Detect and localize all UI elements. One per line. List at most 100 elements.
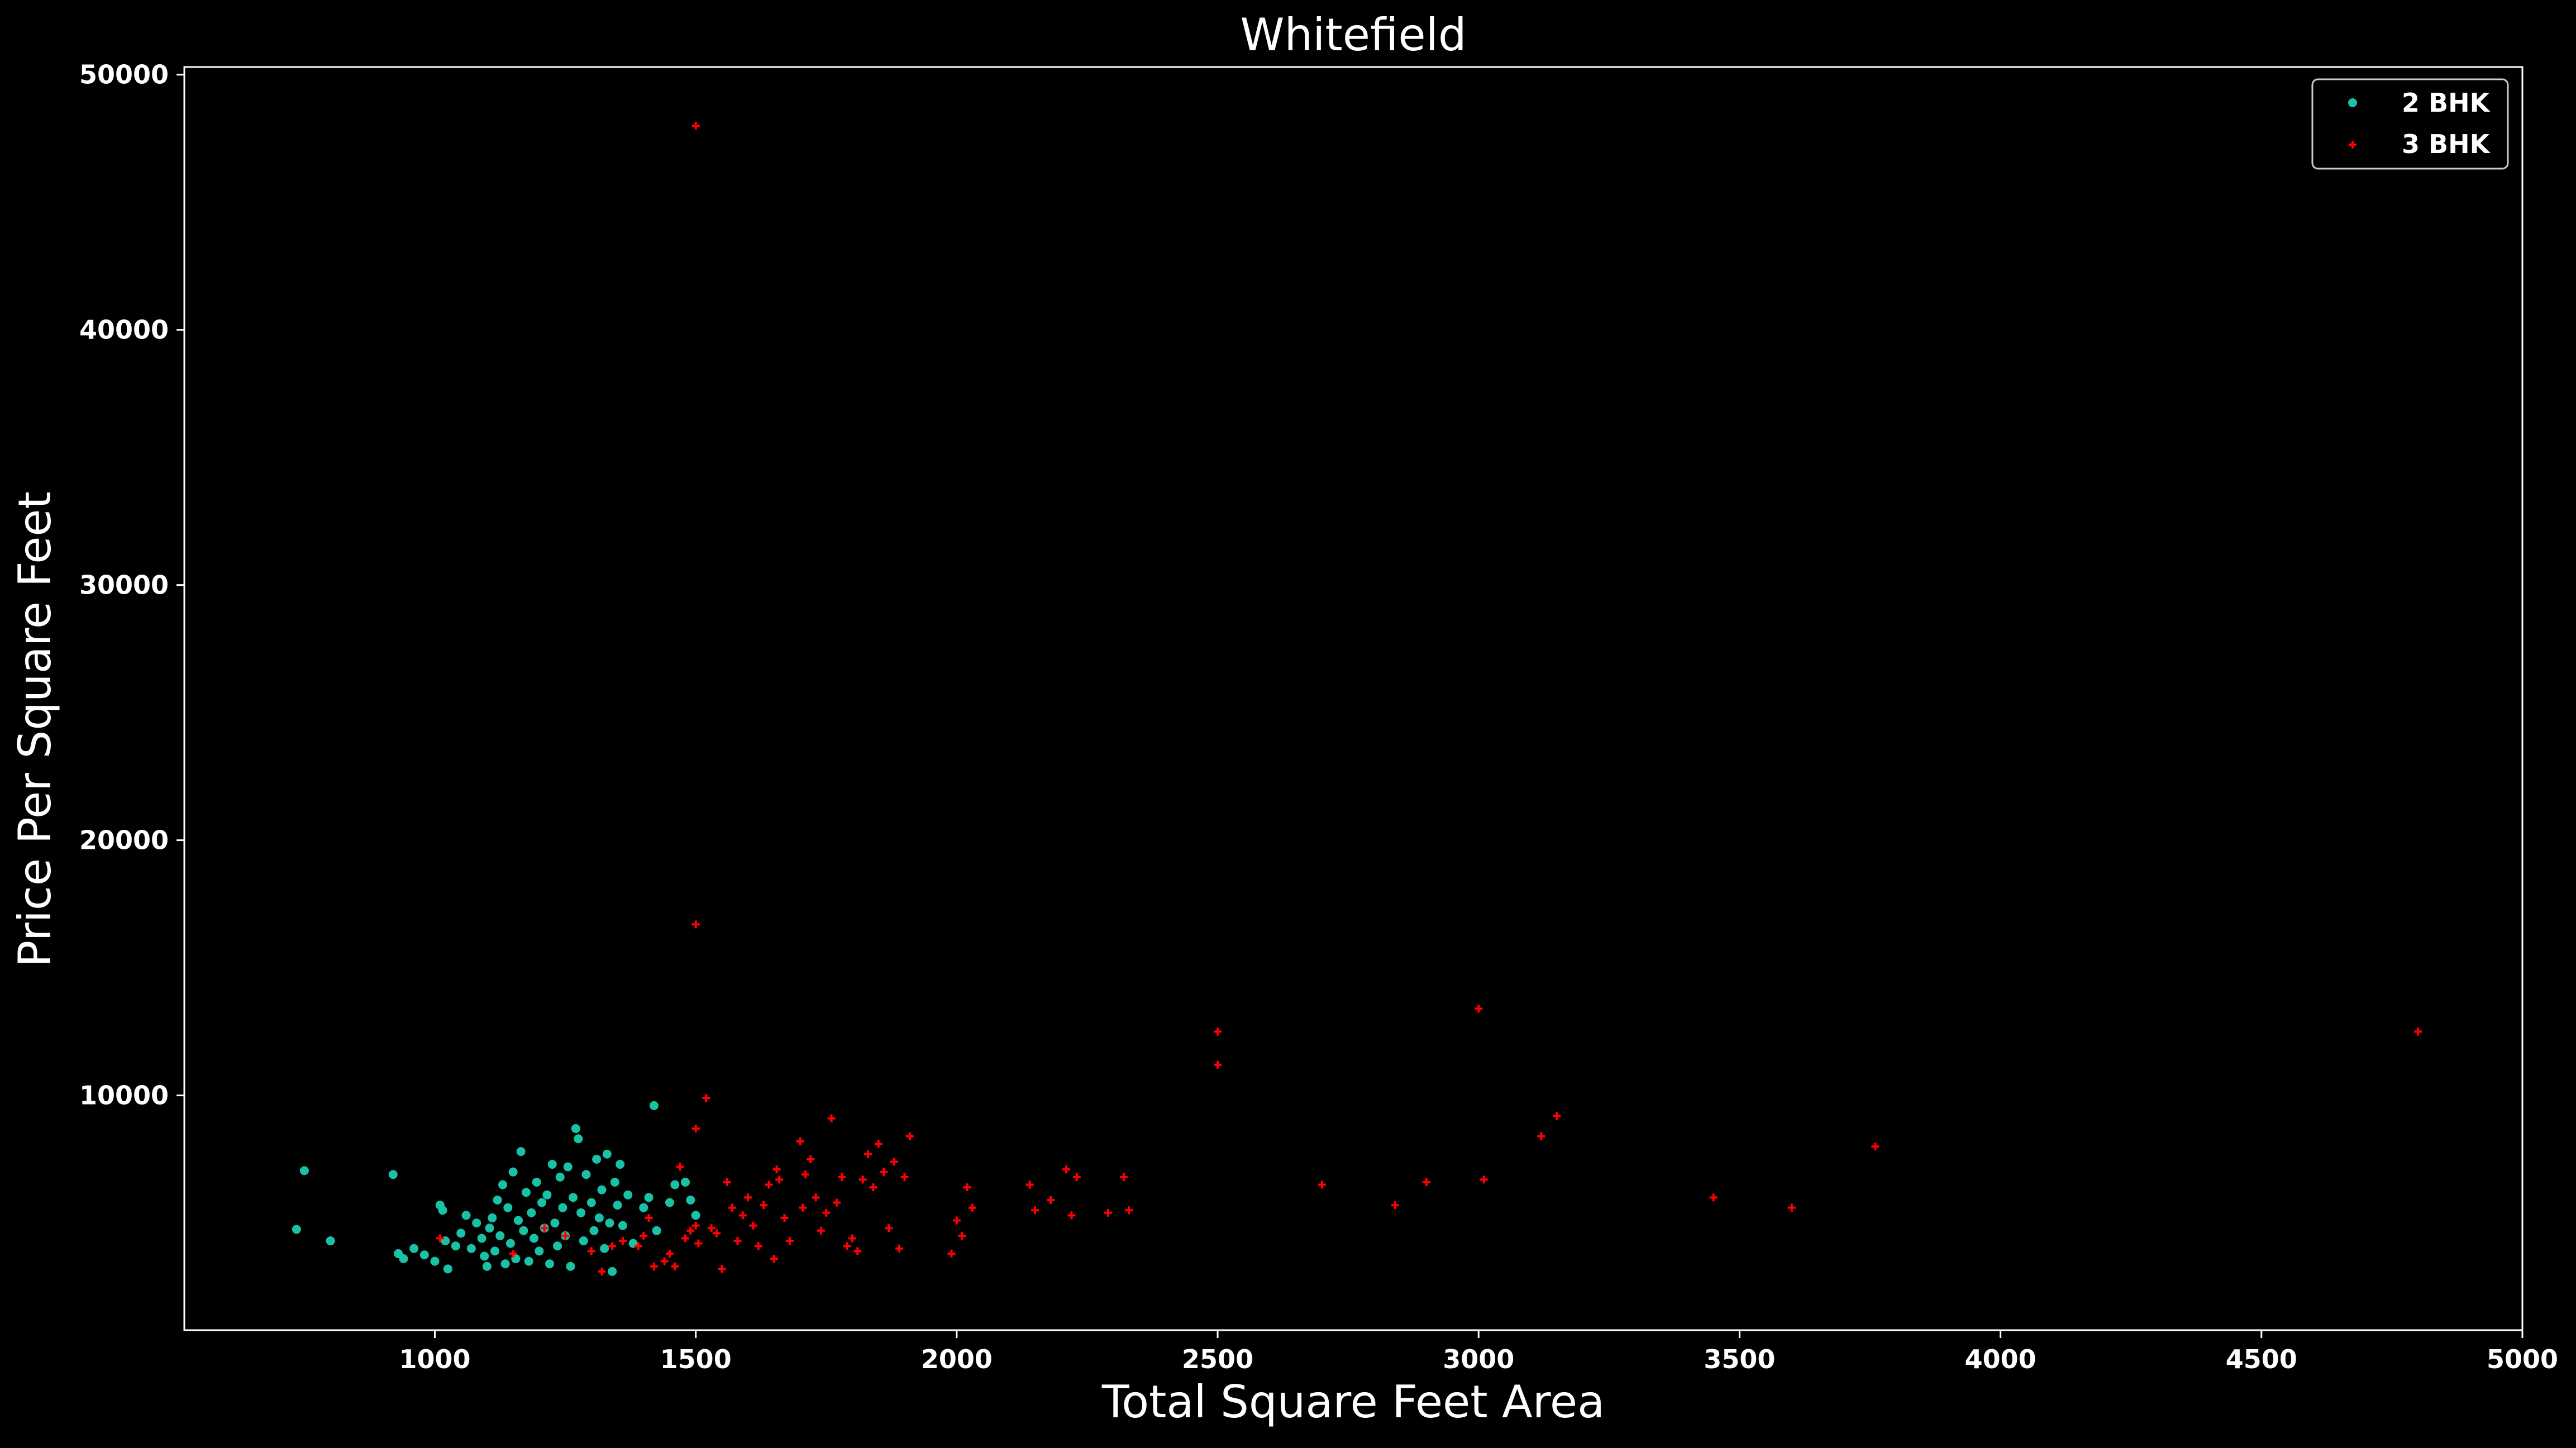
data-point-2bhk — [485, 1224, 494, 1233]
data-point-2bhk — [529, 1234, 539, 1243]
data-point-3bhk — [691, 920, 700, 929]
data-point-2bhk — [461, 1211, 471, 1220]
y-tick-label: 10000 — [79, 1081, 169, 1111]
data-point-2bhk — [594, 1213, 604, 1222]
data-point-3bhk — [817, 1226, 825, 1235]
data-point-3bhk — [1062, 1165, 1071, 1174]
data-point-2bhk — [618, 1221, 627, 1230]
data-point-3bhk — [864, 1150, 872, 1158]
data-point-3bhk — [645, 1213, 653, 1222]
data-point-2bhk — [516, 1147, 526, 1157]
data-point-3bhk — [718, 1265, 726, 1273]
data-point-3bhk — [1480, 1175, 1488, 1184]
data-point-3bhk — [1318, 1181, 1326, 1189]
data-point-2bhk — [480, 1251, 489, 1261]
data-point-3bhk — [807, 1155, 815, 1163]
data-point-2bhk — [691, 1211, 700, 1220]
data-point-3bhk — [1422, 1178, 1430, 1186]
data-point-2bhk — [574, 1134, 583, 1144]
x-tick-label: 4500 — [2226, 1344, 2297, 1374]
data-point-3bhk — [968, 1203, 976, 1212]
data-point-3bhk — [598, 1267, 606, 1275]
data-point-3bhk — [728, 1203, 737, 1212]
data-point-2bhk — [409, 1244, 419, 1253]
chart-title: Whitefield — [1240, 9, 1466, 61]
legend-label-2bhk: 2 BHK — [2402, 88, 2491, 118]
data-point-2bhk — [388, 1170, 398, 1179]
data-point-3bhk — [561, 1231, 570, 1240]
data-point-3bhk — [509, 1249, 517, 1258]
data-point-2bhk — [581, 1170, 591, 1179]
data-point-2bhk — [613, 1201, 622, 1210]
data-point-3bhk — [890, 1158, 898, 1166]
data-point-3bhk — [858, 1175, 867, 1184]
data-point-3bhk — [812, 1193, 820, 1202]
data-point-2bhk — [456, 1229, 466, 1238]
data-point-3bhk — [843, 1242, 851, 1250]
data-point-3bhk — [880, 1168, 888, 1176]
data-point-3bhk — [702, 1094, 710, 1102]
data-point-2bhk — [608, 1267, 617, 1276]
data-point-2bhk — [503, 1203, 513, 1212]
data-point-2bhk — [472, 1218, 481, 1228]
data-point-3bhk — [738, 1211, 747, 1220]
data-point-2bhk — [602, 1149, 612, 1159]
data-point-2bhk — [292, 1225, 301, 1234]
data-point-2bhk — [652, 1226, 661, 1235]
data-point-2bhk — [547, 1159, 557, 1169]
data-point-2bhk — [665, 1198, 674, 1207]
data-point-2bhk — [563, 1162, 573, 1172]
data-point-2bhk — [597, 1185, 607, 1194]
data-point-3bhk — [838, 1173, 846, 1181]
data-point-3bhk — [694, 1239, 703, 1248]
data-point-2bhk — [524, 1256, 533, 1266]
data-point-2bhk — [670, 1180, 680, 1189]
data-point-3bhk — [744, 1193, 752, 1202]
data-point-2bhk — [542, 1190, 552, 1200]
data-point-3bhk — [681, 1234, 689, 1242]
data-point-3bhk — [801, 1170, 809, 1179]
legend-box — [2311, 78, 2509, 170]
data-point-2bhk — [466, 1244, 476, 1253]
data-point-2bhk — [490, 1246, 499, 1256]
data-point-2bhk — [616, 1159, 625, 1169]
data-point-3bhk — [660, 1257, 669, 1265]
data-point-3bhk — [958, 1231, 966, 1240]
data-point-3bhk — [1475, 1005, 1483, 1013]
data-point-3bhk — [895, 1244, 904, 1253]
data-point-3bhk — [618, 1237, 627, 1245]
data-point-3bhk — [832, 1198, 841, 1207]
data-point-2bhk — [326, 1236, 335, 1246]
data-point-2bhk — [592, 1154, 602, 1164]
data-point-3bhk — [1104, 1208, 1112, 1217]
data-point-2bhk — [532, 1177, 541, 1187]
data-point-3bhk — [1709, 1193, 1718, 1202]
data-point-2bhk — [495, 1231, 505, 1240]
data-point-2bhk — [438, 1206, 447, 1215]
data-point-3bhk — [1047, 1196, 1055, 1204]
data-point-2bhk — [498, 1180, 507, 1189]
data-point-3bhk — [770, 1255, 778, 1263]
y-axis-title: Price Per Square Feet — [9, 491, 61, 967]
data-point-3bhk — [869, 1183, 877, 1192]
legend-marker-3bhk — [2349, 141, 2356, 149]
data-point-2bhk — [500, 1259, 510, 1269]
data-point-2bhk — [514, 1216, 523, 1225]
data-point-3bhk — [905, 1132, 914, 1140]
data-point-2bhk — [419, 1250, 429, 1260]
data-points — [292, 122, 2422, 1276]
data-point-2bhk — [589, 1226, 599, 1235]
data-point-2bhk — [566, 1261, 575, 1271]
data-point-3bhk — [754, 1242, 762, 1250]
data-point-3bhk — [749, 1221, 757, 1230]
x-tick-label: 2500 — [1182, 1344, 1253, 1374]
data-point-2bhk — [681, 1177, 690, 1187]
x-tick-label: 2000 — [921, 1344, 993, 1374]
data-point-2bhk — [443, 1264, 452, 1274]
data-point-3bhk — [587, 1247, 595, 1255]
data-point-3bhk — [796, 1137, 804, 1145]
data-point-3bhk — [848, 1234, 856, 1242]
data-point-3bhk — [723, 1178, 731, 1186]
